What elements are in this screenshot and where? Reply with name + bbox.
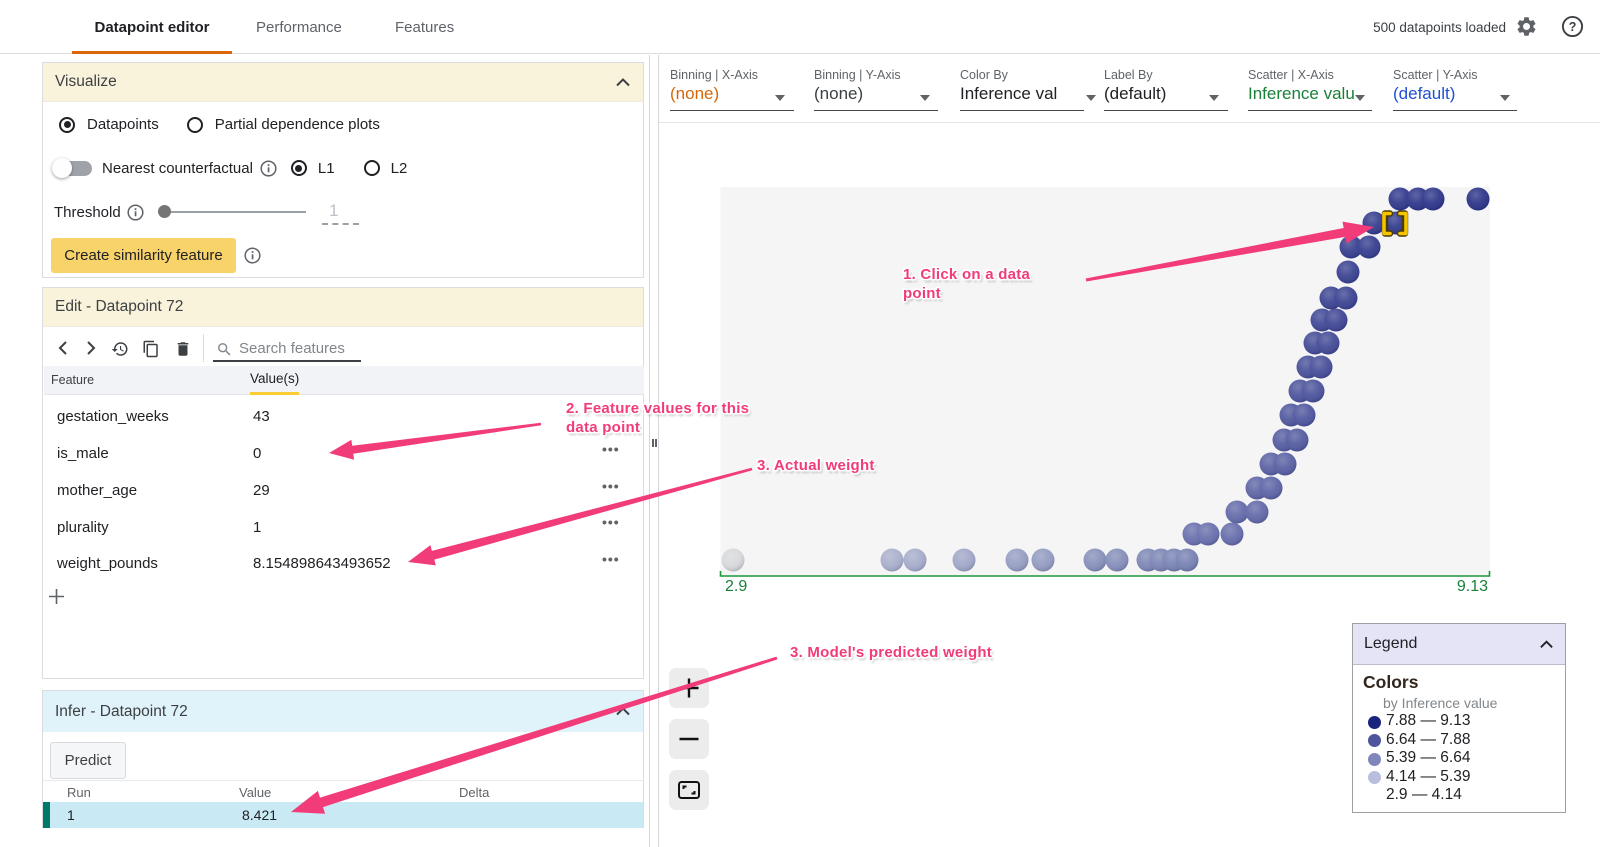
svg-text:2.9: 2.9 [725, 578, 747, 595]
svg-text:9.13: 9.13 [1457, 578, 1488, 595]
svg-text:?: ? [1569, 20, 1577, 34]
